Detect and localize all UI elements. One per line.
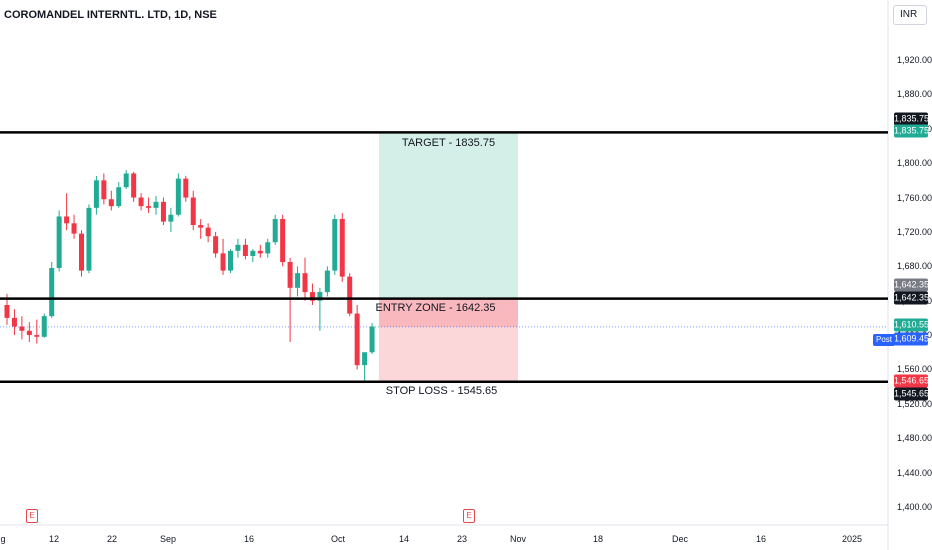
candle-body — [198, 225, 204, 228]
candle-body — [160, 201, 166, 222]
x-tick-label: 23 — [456, 534, 468, 544]
entry-zone — [379, 298, 518, 327]
chart-title: COROMANDEL INTERNTL. LTD, 1D, NSE — [4, 9, 217, 21]
y-tick-label: 1,400.00 — [897, 502, 932, 512]
candle-body — [49, 268, 55, 317]
candle-body — [205, 227, 211, 237]
candle-body — [41, 316, 47, 337]
price-tag: 1,835.75 — [894, 112, 930, 126]
candle-body — [168, 214, 174, 222]
x-tick-label: 22 — [106, 534, 118, 544]
candle-body — [317, 292, 323, 301]
candle-body — [242, 244, 248, 256]
candle-body — [250, 250, 256, 256]
y-tick-label: 1,800.00 — [897, 158, 932, 169]
candle-body — [265, 242, 271, 254]
x-tick-label: Dec — [671, 534, 689, 544]
candle-body — [56, 216, 62, 269]
y-tick-label: 1,440.00 — [897, 467, 932, 478]
y-tick-label: 1,560.00 — [897, 364, 932, 375]
candle-body — [93, 180, 99, 208]
y-tick-label: 1,680.00 — [897, 261, 932, 272]
x-tick-label: 18 — [592, 534, 604, 544]
candle-body — [153, 201, 159, 208]
target-label: TARGET - 1835.75 — [401, 137, 496, 150]
candle-body — [146, 206, 152, 208]
candle-body — [190, 197, 196, 226]
x-tick-label: 16 — [243, 534, 255, 544]
candle-body — [101, 180, 107, 200]
y-tick-label: 1,720.00 — [897, 226, 932, 237]
price-tag: 1,609.45 — [894, 332, 930, 346]
candle-body — [369, 326, 375, 353]
candle-body — [280, 219, 286, 263]
y-tick-label: 1,480.00 — [897, 433, 932, 444]
earnings-event-icon[interactable]: E — [463, 509, 475, 523]
candle-body — [339, 219, 345, 277]
x-tick-label: 2025 — [841, 534, 863, 544]
target-zone — [379, 132, 518, 299]
candle-body — [26, 330, 32, 336]
y-tick-label: 1,920.00 — [897, 55, 932, 65]
y-tick-label: 1,760.00 — [897, 192, 932, 203]
candle-body — [362, 352, 368, 366]
candle-body — [79, 233, 84, 271]
x-tick-label: Sep — [159, 534, 177, 544]
candle-body — [347, 276, 353, 314]
price-tag: 1,610.55 — [894, 318, 930, 332]
candle-body — [34, 335, 40, 337]
candle-body — [228, 250, 233, 271]
price-tag: 1,835.75 — [894, 124, 930, 138]
price-tag: 1,642.35 — [894, 291, 930, 305]
price-tag: 1,642.35 — [894, 278, 930, 292]
candle-body — [123, 173, 129, 188]
candle-body — [295, 273, 301, 288]
candle-body — [175, 178, 181, 215]
candle-body — [354, 313, 360, 366]
entry-label: ENTRY ZONE - 1642.35 — [375, 301, 496, 314]
x-tick-label: 14 — [398, 534, 410, 544]
candle-body — [272, 219, 278, 243]
post-button[interactable]: Post — [873, 334, 896, 346]
price-tag: 1,545.65 — [894, 387, 930, 401]
candle-body — [108, 199, 114, 207]
candle-body — [4, 304, 10, 318]
candle-body — [287, 262, 293, 288]
candle-body — [71, 223, 77, 234]
candle-body — [213, 236, 219, 254]
candle-body — [324, 270, 330, 293]
y-tick-label: 1,520.00 — [897, 398, 932, 409]
candle-body — [64, 216, 70, 224]
x-tick-label: g — [0, 534, 6, 544]
candle-body — [116, 187, 122, 207]
y-tick-label: 1,880.00 — [897, 89, 932, 100]
candle-body — [302, 273, 308, 293]
stop-loss-label: STOP LOSS - 1545.65 — [385, 384, 498, 397]
candle-body — [332, 219, 338, 271]
candle-body — [138, 197, 144, 207]
candle-body — [309, 292, 315, 301]
x-tick-label: 16 — [755, 534, 767, 544]
x-tick-label: Nov — [509, 534, 527, 544]
price-tag: 1,546.65 — [894, 374, 930, 388]
candle-body — [257, 250, 263, 254]
candle-body — [131, 173, 137, 198]
candle-body — [235, 244, 241, 251]
candle-body — [220, 253, 226, 271]
candle-body — [86, 207, 92, 271]
candle-body — [11, 317, 17, 327]
x-tick-label: 12 — [48, 534, 60, 544]
earnings-event-icon[interactable]: E — [26, 509, 38, 523]
x-tick-label: Oct — [330, 534, 346, 544]
currency-selector[interactable]: INR — [893, 5, 927, 25]
candle-body — [19, 326, 25, 331]
candle-body — [183, 178, 189, 198]
